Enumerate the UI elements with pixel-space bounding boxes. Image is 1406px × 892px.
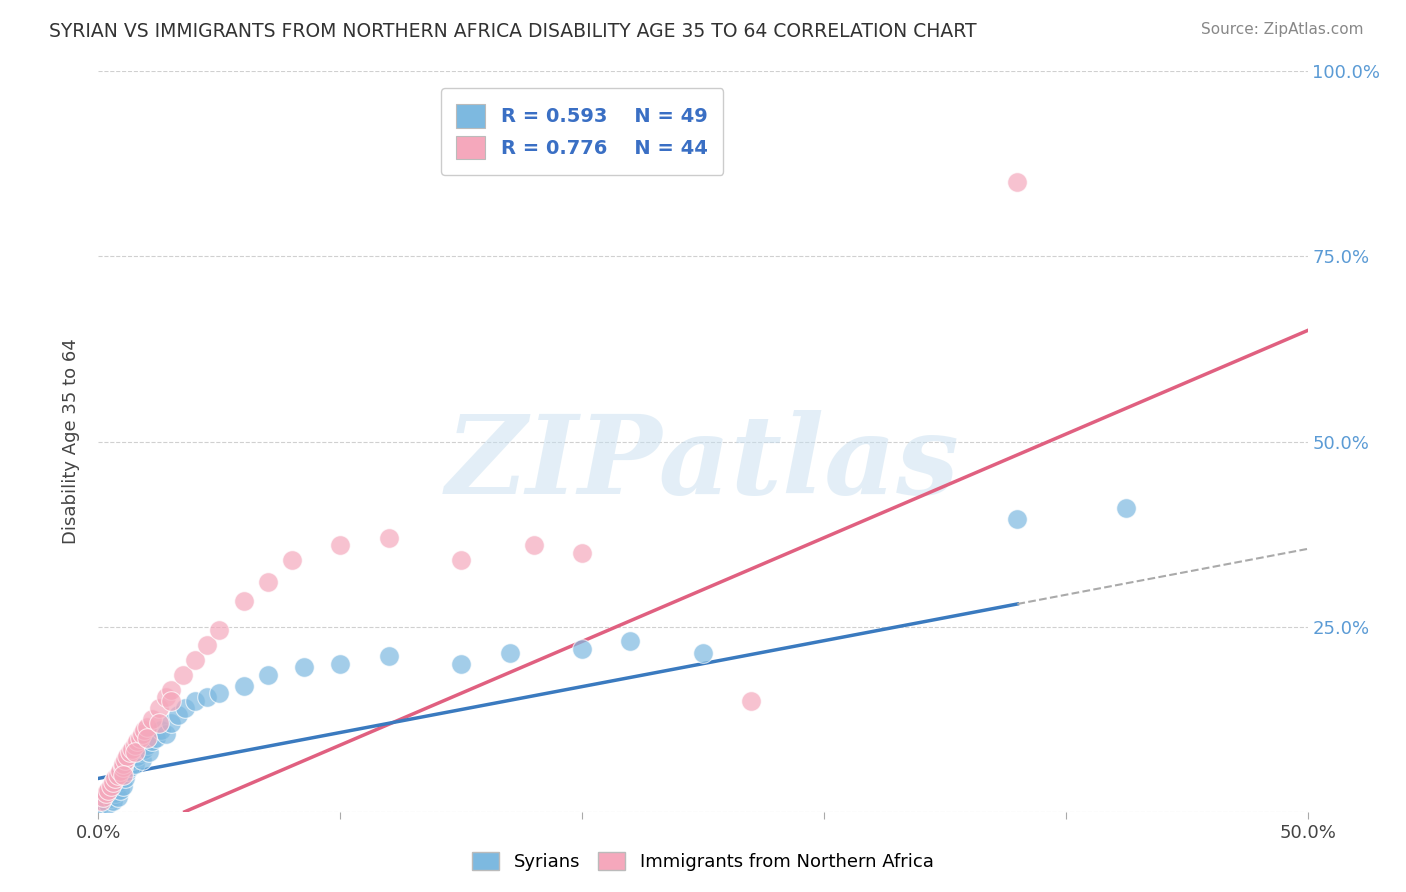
Point	[167, 708, 190, 723]
Point	[108, 782, 131, 797]
Point	[155, 690, 177, 704]
Point	[104, 779, 127, 793]
Point	[377, 649, 399, 664]
Point	[450, 553, 472, 567]
Point	[523, 538, 546, 552]
Point	[450, 657, 472, 671]
Point	[256, 575, 278, 590]
Point	[1007, 512, 1029, 526]
Point	[100, 786, 122, 800]
Point	[90, 797, 112, 812]
Legend: R = 0.593    N = 49, R = 0.776    N = 44: R = 0.593 N = 49, R = 0.776 N = 44	[440, 88, 724, 175]
Point	[135, 731, 157, 745]
Point	[145, 731, 167, 745]
Point	[118, 760, 141, 774]
Point	[94, 786, 117, 800]
Point	[101, 782, 124, 797]
Point	[135, 720, 157, 734]
Point	[94, 789, 117, 804]
Point	[131, 753, 153, 767]
Point	[131, 727, 153, 741]
Point	[111, 760, 134, 774]
Point	[101, 794, 124, 808]
Point	[377, 531, 399, 545]
Point	[121, 753, 143, 767]
Point	[124, 738, 146, 752]
Point	[1115, 501, 1137, 516]
Point	[111, 756, 134, 771]
Point	[141, 734, 163, 748]
Text: Source: ZipAtlas.com: Source: ZipAtlas.com	[1201, 22, 1364, 37]
Point	[692, 646, 714, 660]
Text: SYRIAN VS IMMIGRANTS FROM NORTHERN AFRICA DISABILITY AGE 35 TO 64 CORRELATION CH: SYRIAN VS IMMIGRANTS FROM NORTHERN AFRIC…	[49, 22, 977, 41]
Point	[111, 779, 134, 793]
Point	[107, 789, 129, 804]
Point	[195, 638, 218, 652]
Point	[124, 746, 146, 760]
Point	[101, 775, 124, 789]
Point	[148, 701, 170, 715]
Legend: Syrians, Immigrants from Northern Africa: Syrians, Immigrants from Northern Africa	[465, 845, 941, 879]
Point	[127, 734, 149, 748]
Point	[571, 641, 593, 656]
Point	[184, 653, 207, 667]
Point	[160, 694, 183, 708]
Point	[1007, 175, 1029, 190]
Point	[150, 723, 173, 738]
Point	[108, 767, 131, 781]
Point	[134, 741, 156, 756]
Point	[138, 746, 160, 760]
Point	[135, 738, 157, 752]
Point	[107, 767, 129, 781]
Point	[107, 775, 129, 789]
Point	[141, 712, 163, 726]
Point	[121, 741, 143, 756]
Point	[114, 753, 136, 767]
Point	[100, 779, 122, 793]
Point	[124, 756, 146, 771]
Point	[148, 715, 170, 730]
Point	[134, 723, 156, 738]
Point	[128, 746, 150, 760]
Point	[232, 593, 254, 607]
Point	[292, 660, 315, 674]
Point	[118, 746, 141, 760]
Point	[498, 646, 520, 660]
Point	[108, 764, 131, 778]
Point	[208, 686, 231, 700]
Point	[91, 789, 114, 804]
Point	[100, 791, 122, 805]
Point	[127, 749, 149, 764]
Point	[281, 553, 304, 567]
Point	[184, 694, 207, 708]
Point	[329, 538, 352, 552]
Point	[155, 727, 177, 741]
Point	[117, 749, 139, 764]
Point	[740, 694, 762, 708]
Point	[172, 667, 194, 681]
Point	[104, 786, 127, 800]
Text: ZIPatlas: ZIPatlas	[446, 410, 960, 517]
Point	[91, 794, 114, 808]
Point	[329, 657, 352, 671]
Point	[111, 760, 134, 774]
Point	[619, 634, 641, 648]
Point	[117, 764, 139, 778]
Point	[90, 794, 112, 808]
Point	[208, 624, 231, 638]
Point	[97, 797, 120, 812]
Point	[114, 772, 136, 786]
Point	[195, 690, 218, 704]
Point	[104, 772, 127, 786]
Point	[174, 701, 197, 715]
Point	[160, 715, 183, 730]
Point	[97, 782, 120, 797]
Point	[256, 667, 278, 681]
Point	[111, 767, 134, 781]
Point	[128, 731, 150, 745]
Point	[571, 546, 593, 560]
Y-axis label: Disability Age 35 to 64: Disability Age 35 to 64	[62, 339, 80, 544]
Point	[232, 679, 254, 693]
Point	[160, 682, 183, 697]
